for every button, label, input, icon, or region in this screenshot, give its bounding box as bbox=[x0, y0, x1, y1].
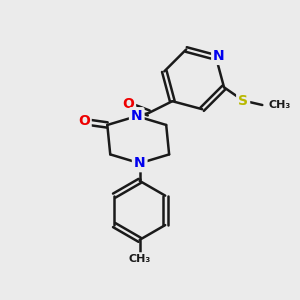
Text: N: N bbox=[134, 156, 146, 170]
Text: S: S bbox=[238, 94, 248, 108]
Text: N: N bbox=[213, 49, 225, 63]
Text: O: O bbox=[122, 97, 134, 111]
Text: N: N bbox=[131, 109, 142, 123]
Text: CH₃: CH₃ bbox=[129, 254, 151, 264]
Text: CH₃: CH₃ bbox=[268, 100, 290, 110]
Text: O: O bbox=[78, 114, 90, 128]
